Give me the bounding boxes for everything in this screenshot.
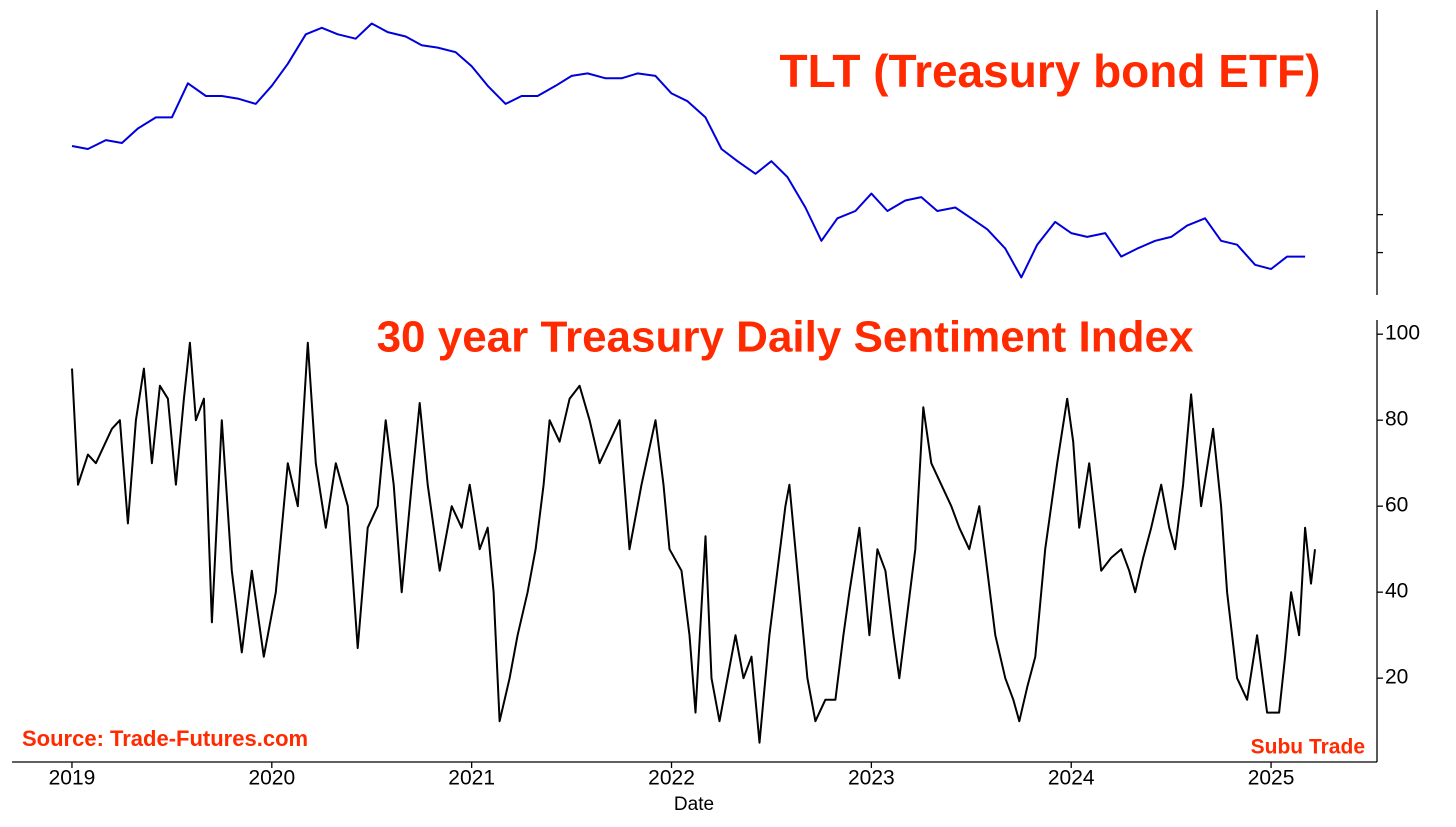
x-tick-label: 2021 (448, 767, 495, 790)
x-tick-label: 2025 (1248, 767, 1295, 790)
bottom-title: 30 year Treasury Daily Sentiment Index (377, 313, 1194, 362)
credit: Subu Trade (1251, 736, 1365, 759)
source: Source: Trade-Futures.com (22, 726, 308, 751)
top-title: TLT (Treasury bond ETF) (780, 45, 1321, 97)
x-tick-label: 2024 (1048, 767, 1095, 790)
y-tick-label: 60 (1385, 494, 1408, 517)
y-tick-label: 40 (1385, 580, 1408, 603)
x-tick-label: 2023 (848, 767, 895, 790)
x-tick-label: 2020 (248, 767, 295, 790)
x-axis-label: Date (674, 794, 714, 815)
x-tick-label: 2019 (49, 767, 96, 790)
y-tick-label: 100 (1385, 322, 1420, 345)
line (71, 341, 1316, 744)
line (71, 22, 1306, 279)
y-tick-label: 80 (1385, 408, 1408, 431)
y-tick-label: 20 (1385, 666, 1408, 689)
x-tick-label: 2022 (648, 767, 695, 790)
